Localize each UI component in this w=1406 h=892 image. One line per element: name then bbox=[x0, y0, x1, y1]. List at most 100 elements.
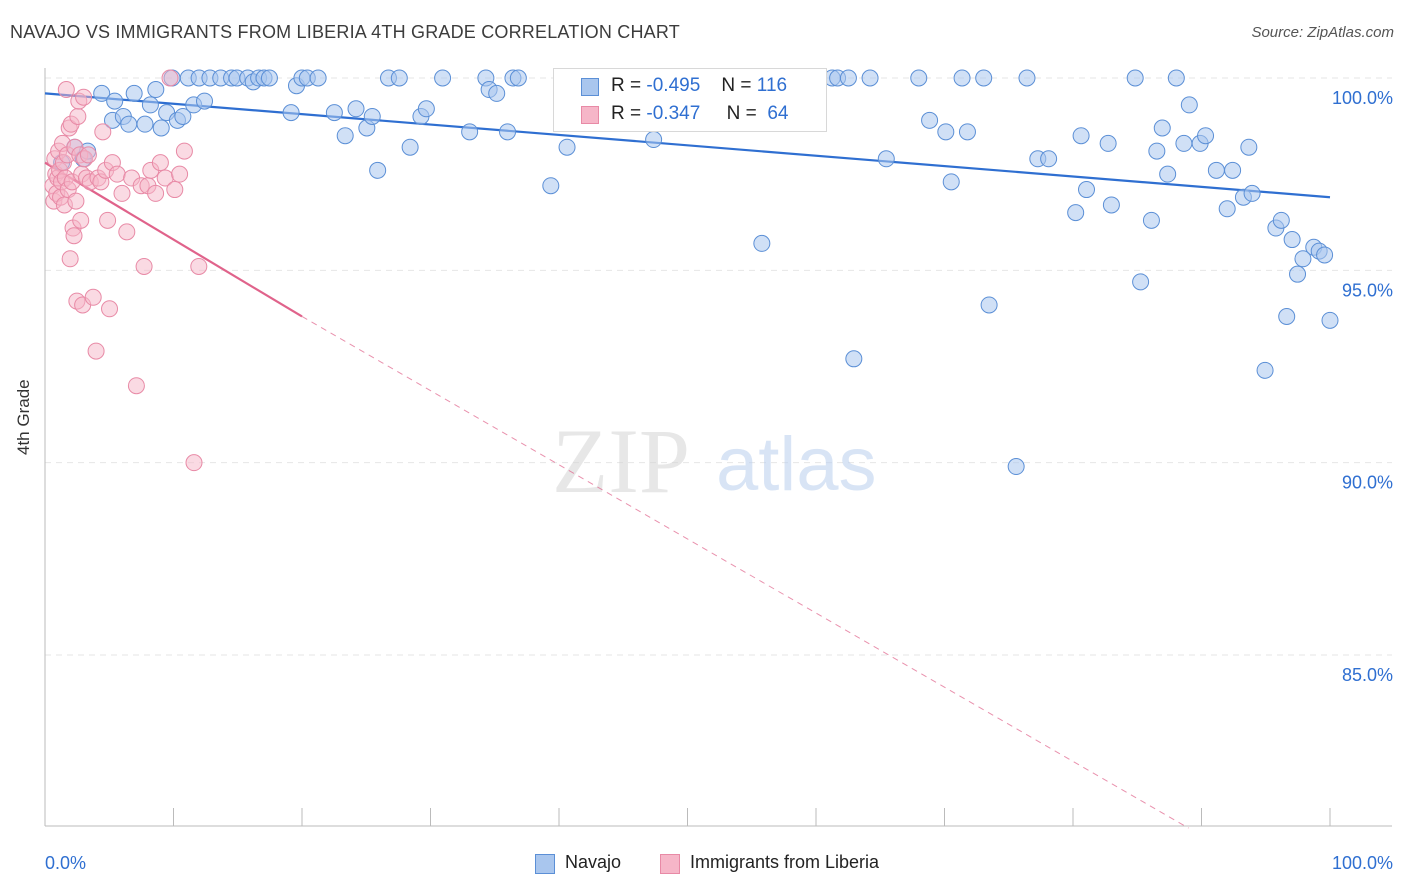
legend-n-label: N = bbox=[726, 103, 757, 124]
navajo-point bbox=[1159, 165, 1177, 183]
liberia-point bbox=[94, 123, 112, 141]
liberia-point bbox=[185, 454, 203, 472]
navajo-point bbox=[1243, 184, 1261, 202]
navajo-point bbox=[953, 69, 971, 87]
navajo-point bbox=[369, 161, 387, 179]
navajo-point bbox=[1294, 250, 1312, 268]
liberia-point bbox=[87, 342, 105, 360]
navajo-point bbox=[1142, 211, 1160, 229]
navajo-point bbox=[1224, 161, 1242, 179]
navajo-point bbox=[141, 96, 159, 114]
navajo-point bbox=[937, 123, 955, 141]
navajo-point bbox=[390, 69, 408, 87]
navajo-legend-swatch bbox=[535, 854, 555, 874]
navajo-point bbox=[877, 150, 895, 168]
liberia-point bbox=[151, 154, 169, 172]
navajo-point bbox=[1102, 196, 1120, 214]
liberia-point bbox=[108, 165, 126, 183]
navajo-point bbox=[260, 69, 278, 87]
navajo-point bbox=[120, 115, 138, 133]
data-points bbox=[44, 69, 1339, 476]
navajo-point bbox=[125, 84, 143, 102]
navajo-point bbox=[753, 234, 771, 252]
y-tick-label: 100.0% bbox=[1332, 88, 1393, 108]
liberia-point bbox=[69, 107, 87, 125]
navajo-point bbox=[1256, 361, 1274, 379]
y-tick-labels: 100.0% 95.0% 90.0% 85.0% bbox=[1332, 88, 1393, 685]
legend-n-label: N = bbox=[721, 75, 752, 96]
watermark-zip: ZIP bbox=[552, 410, 690, 512]
navajo-point bbox=[325, 104, 343, 122]
legend-r-label: R = bbox=[611, 103, 642, 124]
navajo-point bbox=[958, 123, 976, 141]
navajo-point bbox=[401, 138, 419, 156]
liberia-swatch bbox=[581, 106, 599, 124]
watermark-atlas: atlas bbox=[716, 422, 877, 507]
liberia-point bbox=[175, 142, 193, 160]
navajo-point bbox=[1126, 69, 1144, 87]
navajo-point bbox=[1197, 127, 1215, 145]
y-axis-label: 4th Grade bbox=[14, 379, 33, 455]
liberia-point bbox=[161, 69, 179, 87]
navajo-r-value: -0.495 bbox=[646, 75, 701, 96]
liberia-legend-label: Immigrants from Liberia bbox=[690, 852, 880, 872]
liberia-point bbox=[147, 184, 165, 202]
liberia-point bbox=[57, 81, 75, 99]
navajo-trend-line bbox=[44, 92, 1331, 199]
navajo-point bbox=[1067, 204, 1085, 222]
navajo-point bbox=[136, 115, 154, 133]
liberia-point bbox=[65, 227, 83, 245]
y-tick-label: 85.0% bbox=[1342, 665, 1393, 685]
navajo-point bbox=[93, 84, 111, 102]
navajo-point bbox=[845, 350, 863, 368]
liberia-point bbox=[118, 223, 136, 241]
navajo-point bbox=[336, 127, 354, 145]
axes bbox=[44, 68, 1392, 827]
liberia-point bbox=[113, 184, 131, 202]
navajo-point bbox=[461, 123, 479, 141]
navajo-point bbox=[282, 104, 300, 122]
liberia-point bbox=[171, 165, 189, 183]
navajo-point bbox=[975, 69, 993, 87]
navajo-point bbox=[1099, 134, 1117, 152]
navajo-point bbox=[1018, 69, 1036, 87]
navajo-point bbox=[488, 84, 506, 102]
navajo-point bbox=[1167, 69, 1185, 87]
navajo-point bbox=[921, 111, 939, 129]
x-tick-label-min: 0.0% bbox=[45, 853, 86, 873]
navajo-point bbox=[645, 131, 663, 149]
navajo-point bbox=[347, 100, 365, 118]
navajo-point bbox=[509, 69, 527, 87]
navajo-point bbox=[363, 107, 381, 125]
chart-title: NAVAJO VS IMMIGRANTS FROM LIBERIA 4TH GR… bbox=[10, 22, 680, 42]
navajo-point bbox=[417, 100, 435, 118]
navajo-point bbox=[147, 81, 165, 99]
liberia-point bbox=[127, 377, 145, 395]
liberia-n-value: 64 bbox=[767, 103, 789, 124]
navajo-point bbox=[1278, 307, 1296, 325]
liberia-point bbox=[75, 88, 93, 106]
liberia-point bbox=[190, 257, 208, 275]
x-tick-labels: 0.0% 100.0% bbox=[45, 853, 1393, 873]
navajo-legend-label: Navajo bbox=[565, 852, 622, 872]
y-tick-label: 95.0% bbox=[1342, 280, 1393, 300]
navajo-point bbox=[839, 69, 857, 87]
navajo-point bbox=[1283, 231, 1301, 249]
chart-source: Source: ZipAtlas.com bbox=[1251, 24, 1394, 41]
navajo-point bbox=[1207, 161, 1225, 179]
navajo-point bbox=[106, 92, 124, 110]
navajo-point bbox=[1240, 138, 1258, 156]
navajo-n-value: 116 bbox=[756, 75, 788, 96]
navajo-point bbox=[942, 173, 960, 191]
liberia-point bbox=[79, 146, 97, 164]
liberia-legend-swatch bbox=[660, 854, 680, 874]
navajo-point bbox=[1218, 200, 1236, 218]
navajo-point bbox=[196, 92, 214, 110]
navajo-point bbox=[1272, 211, 1290, 229]
liberia-point bbox=[135, 257, 153, 275]
navajo-point bbox=[1321, 311, 1339, 329]
navajo-point bbox=[309, 69, 327, 87]
x-tick-label-max: 100.0% bbox=[1332, 853, 1393, 873]
gridlines bbox=[45, 77, 1392, 656]
